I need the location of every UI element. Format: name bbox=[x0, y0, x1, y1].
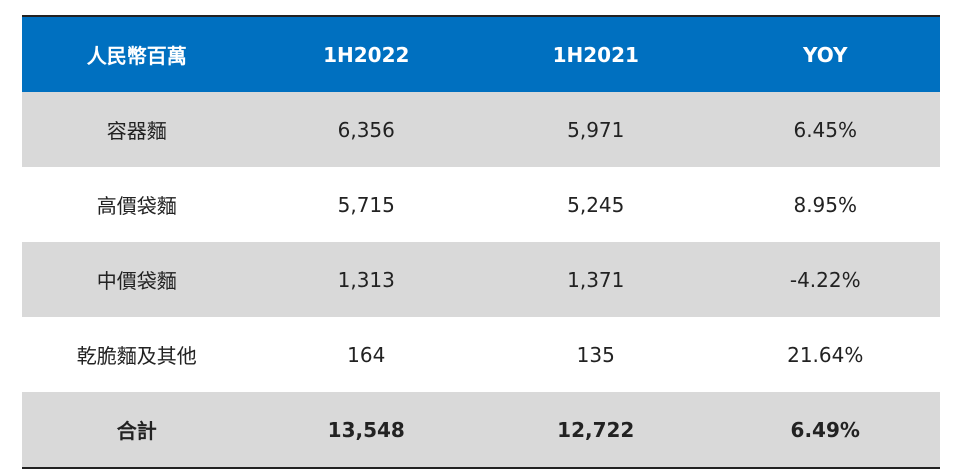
table-row: 容器麵 6,356 5,971 6.45% bbox=[22, 92, 940, 167]
table-cell: 135 bbox=[576, 342, 615, 367]
table-row: 合計 13,548 12,722 6.49% bbox=[22, 392, 940, 469]
header-cell: 人民幣百萬 bbox=[22, 15, 252, 92]
header-row: 人民幣百萬 1H2022 1H2021 YOY bbox=[22, 15, 940, 92]
table-cell: 乾脆麵及其他 bbox=[76, 344, 197, 368]
table-row: 中價袋麵 1,313 1,371 -4.22% bbox=[22, 242, 940, 317]
table-cell: 6.45% bbox=[710, 92, 940, 167]
table-cell: 1,313 bbox=[251, 242, 481, 317]
table: 人民幣百萬 1H2022 1H2021 YOY 容器麵 6,356 5,971 6.45% 高… bbox=[22, 15, 940, 469]
header-cell: 1H2022 bbox=[251, 15, 481, 92]
table-cell: 合計 bbox=[22, 392, 252, 469]
table-cell: 164 bbox=[347, 342, 386, 367]
header-cell: 1H2021 bbox=[481, 15, 711, 92]
table-cell: 13,548 bbox=[251, 392, 481, 469]
table-cell: 高價袋麵 bbox=[96, 194, 177, 218]
table-cell: 6.49% bbox=[710, 392, 940, 469]
table-cell: 8.95% bbox=[793, 192, 858, 217]
table-cell: 中價袋麵 bbox=[22, 242, 252, 317]
table-cell: 5,971 bbox=[481, 92, 711, 167]
table-cell: 12,722 bbox=[481, 392, 711, 469]
header-cell: YOY bbox=[710, 15, 940, 92]
table-cell: 1,371 bbox=[481, 242, 711, 317]
table-cell: 容器麵 bbox=[22, 92, 252, 167]
table-row: 高價袋麵 5,715 5,245 8.95% bbox=[22, 167, 940, 242]
table-cell: -4.22% bbox=[710, 242, 940, 317]
table-cell: 6,356 bbox=[251, 92, 481, 167]
table-row: 乾脆麵及其他 164 135 21.64% bbox=[22, 317, 940, 392]
table-body: 容器麵 6,356 5,971 6.45% 高價袋麵 5,715 5,245 8.95% 中價袋… bbox=[22, 92, 940, 469]
table-cell: 5,245 bbox=[567, 192, 625, 217]
table-cell: 21.64% bbox=[787, 342, 864, 367]
table-cell: 5,715 bbox=[337, 192, 395, 217]
